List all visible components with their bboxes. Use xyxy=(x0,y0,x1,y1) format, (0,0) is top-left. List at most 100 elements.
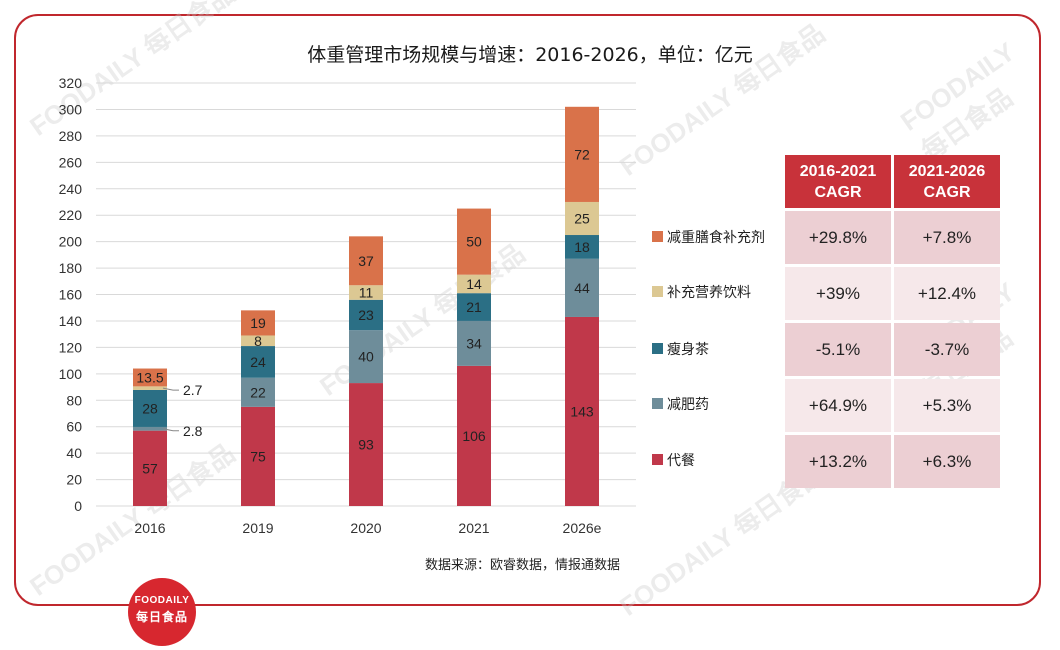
table-row: +13.2% +6.3% xyxy=(785,435,1000,488)
data-label: 75 xyxy=(250,448,266,464)
y-tick-label: 200 xyxy=(59,234,83,250)
cagr-cell: +12.4% xyxy=(894,267,1000,320)
y-tick-label: 20 xyxy=(66,472,82,488)
cagr-cell: -3.7% xyxy=(894,323,1000,376)
cagr-cell: +64.9% xyxy=(785,379,891,432)
y-tick-label: 140 xyxy=(59,313,83,329)
data-label: 72 xyxy=(574,146,590,162)
data-label: 2.8 xyxy=(183,423,203,439)
bar-segment-slim_tea xyxy=(349,299,383,331)
bar-segment-meal xyxy=(565,316,599,506)
source-note: 数据来源：欧睿数据，情报通数据 xyxy=(425,558,621,573)
bar-segment-diet_drug xyxy=(133,426,167,431)
y-tick-label: 80 xyxy=(66,392,82,408)
y-tick-label: 40 xyxy=(66,445,82,461)
cagr-cell: +13.2% xyxy=(785,435,891,488)
data-label: 93 xyxy=(358,437,374,453)
legend-label: 减重膳食补充剂 xyxy=(667,229,765,246)
data-label: 40 xyxy=(358,349,374,365)
y-tick-label: 100 xyxy=(59,366,83,382)
data-label: 11 xyxy=(359,285,374,301)
legend-label: 减肥药 xyxy=(667,397,709,413)
y-tick-label: 220 xyxy=(59,207,83,223)
table-row: +64.9% +5.3% xyxy=(785,379,1000,432)
data-label: 25 xyxy=(574,210,590,226)
bar-segment-slim_tea xyxy=(457,293,491,321)
y-tick-label: 0 xyxy=(74,498,82,514)
bar-segment-diet_drug xyxy=(457,320,491,366)
bar-segment-nutrition_drink xyxy=(565,201,599,236)
data-label: 44 xyxy=(574,280,590,296)
data-label: 2.7 xyxy=(183,382,203,398)
y-tick-label: 280 xyxy=(59,128,83,144)
bar-segment-meal xyxy=(133,430,167,506)
cagr-table: 2016-2021 CAGR 2021-2026 CAGR +29.8% +7.8%… xyxy=(782,152,1003,491)
bar-segment-meal_supplement xyxy=(565,106,599,202)
cagr-cell: +7.8% xyxy=(894,211,1000,264)
data-label: 13.5 xyxy=(136,369,163,385)
y-tick-label: 180 xyxy=(59,260,83,276)
data-label: 143 xyxy=(570,403,594,419)
chart-title: 体重管理市场规模与增速：2016-2026，单位：亿元 xyxy=(307,44,753,66)
y-tick-label: 260 xyxy=(59,154,83,170)
bar-segment-meal_supplement xyxy=(241,310,275,336)
card-frame xyxy=(14,14,1041,606)
data-label: 106 xyxy=(462,428,486,444)
table-row: -5.1% -3.7% xyxy=(785,323,1000,376)
legend-label: 补充营养饮料 xyxy=(667,285,751,301)
bar-segment-nutrition_drink xyxy=(457,274,491,294)
cagr-cell: +6.3% xyxy=(894,435,1000,488)
legend-swatch-meal_supplement xyxy=(652,231,663,242)
data-label: 50 xyxy=(466,234,482,250)
bar-segment-nutrition_drink xyxy=(133,386,167,390)
bar-segment-meal xyxy=(349,383,383,506)
leader-line xyxy=(162,387,179,391)
bar-segment-diet_drug xyxy=(565,258,599,317)
legend-swatch-slim_tea xyxy=(652,343,663,354)
data-label: 18 xyxy=(574,239,590,255)
legend-swatch-meal xyxy=(652,454,663,465)
data-label: 37 xyxy=(358,253,374,269)
bar-segment-meal_supplement xyxy=(457,208,491,275)
stacked-bar-chart: 0 20 40 60 80 100 120 140 160 180 200 220 240 260 280 3… xyxy=(59,75,765,536)
y-tick-label: 240 xyxy=(59,181,83,197)
cagr-cell: +29.8% xyxy=(785,211,891,264)
y-tick-label: 60 xyxy=(66,419,82,435)
bar-segment-meal xyxy=(457,365,491,506)
data-label: 23 xyxy=(358,307,374,323)
data-label: 8 xyxy=(254,333,262,349)
table-row: +29.8% +7.8% xyxy=(785,211,1000,264)
data-label: 21 xyxy=(466,299,482,315)
bar-segment-nutrition_drink xyxy=(241,335,275,347)
bar-segment-meal xyxy=(241,406,275,506)
x-tick-label: 2020 xyxy=(350,520,381,536)
legend-label: 瘦身茶 xyxy=(667,341,709,358)
data-label: 22 xyxy=(250,384,266,400)
y-tick-label: 160 xyxy=(59,287,83,303)
table-row: +39% +12.4% xyxy=(785,267,1000,320)
bar-segment-nutrition_drink xyxy=(349,285,383,300)
cagr-cell: +5.3% xyxy=(894,379,1000,432)
y-tick-label: 120 xyxy=(59,339,83,355)
data-label: 19 xyxy=(250,315,266,331)
bar-segment-diet_drug xyxy=(241,377,275,407)
x-tick-label: 2026e xyxy=(563,520,602,536)
bar-segment-meal_supplement xyxy=(349,236,383,286)
x-tick-label: 2021 xyxy=(458,520,489,536)
logo-text-cn: 每日食品 xyxy=(135,610,188,624)
foodaily-logo: FOODAILY 每日食品 xyxy=(128,578,196,646)
data-label: 34 xyxy=(466,335,482,351)
bar-segment-slim_tea xyxy=(241,346,275,378)
y-tick-label: 300 xyxy=(59,101,83,117)
data-label: 28 xyxy=(142,400,158,416)
legend-swatch-nutrition_drink xyxy=(652,286,663,297)
x-tick-label: 2016 xyxy=(134,520,165,536)
data-label: 57 xyxy=(142,460,158,476)
cagr-header-2016-2021: 2016-2021 CAGR xyxy=(785,155,891,208)
cagr-cell: -5.1% xyxy=(785,323,891,376)
bar-segment-meal_supplement xyxy=(133,368,167,387)
y-tick-label: 320 xyxy=(59,75,83,91)
data-label: 14 xyxy=(466,276,482,292)
x-tick-label: 2019 xyxy=(242,520,273,536)
cagr-header-2021-2026: 2021-2026 CAGR xyxy=(894,155,1000,208)
